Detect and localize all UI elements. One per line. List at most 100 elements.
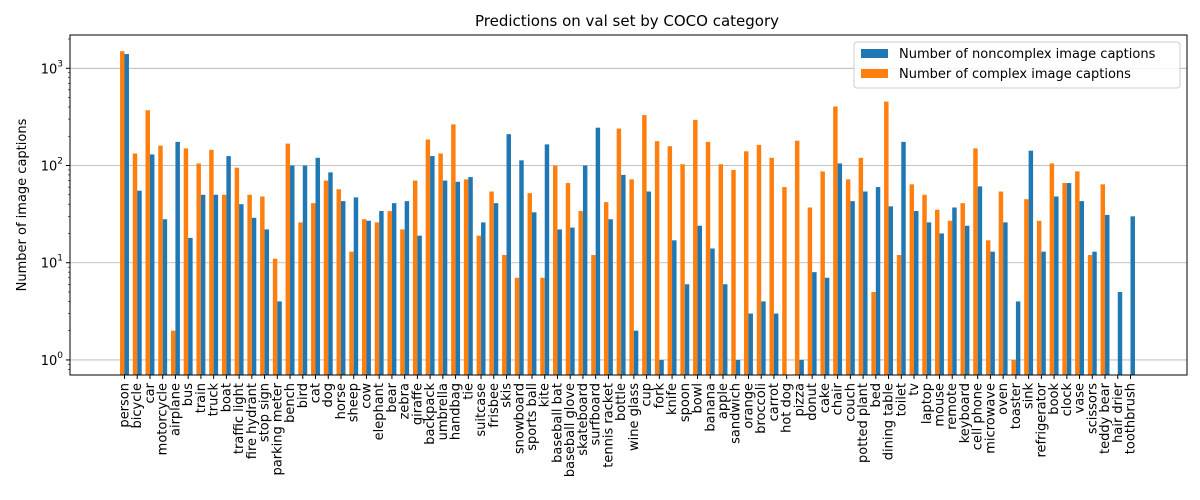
x-tick-label: cat xyxy=(309,383,324,403)
bar-complex xyxy=(705,141,711,375)
bar-complex xyxy=(463,179,469,375)
x-tick-label: hot dog xyxy=(780,383,795,433)
x-tick-label: traffic light xyxy=(232,383,247,454)
bar-noncomplex xyxy=(633,330,639,375)
bar-noncomplex xyxy=(1015,301,1021,375)
bar-noncomplex xyxy=(926,222,932,375)
bar-complex xyxy=(973,148,978,375)
bar-complex xyxy=(935,209,940,375)
bar-noncomplex xyxy=(340,201,346,375)
bar-complex xyxy=(960,203,965,375)
x-tick-label: motorcycle xyxy=(156,383,171,455)
x-tick-label: truck xyxy=(207,383,222,417)
bar-complex xyxy=(769,157,774,375)
x-tick-label: fork xyxy=(652,383,667,409)
bar-noncomplex xyxy=(557,229,562,375)
bar-complex xyxy=(374,222,380,375)
x-tick-label: person xyxy=(118,383,133,428)
x-tick-label: microwave xyxy=(983,383,998,454)
x-tick-label: tennis racket xyxy=(601,383,616,468)
bar-noncomplex xyxy=(684,284,690,375)
bar-noncomplex xyxy=(710,248,715,375)
bar-noncomplex xyxy=(468,177,473,375)
bar-noncomplex xyxy=(952,207,957,375)
bar-complex xyxy=(438,153,443,375)
bar-complex xyxy=(833,106,838,375)
x-tick-label: snowboard xyxy=(512,383,527,454)
bar-complex xyxy=(311,203,316,375)
bar-noncomplex xyxy=(1003,222,1008,375)
x-tick-label: handbag xyxy=(449,383,464,440)
x-tick-label: bus xyxy=(181,383,196,406)
x-tick-label: tie xyxy=(461,383,476,400)
bar-noncomplex xyxy=(850,201,855,375)
x-tick-label: backpack xyxy=(423,383,438,445)
bar-noncomplex xyxy=(1117,291,1123,375)
x-tick-label: surfboard xyxy=(589,383,604,445)
x-tick-label: skis xyxy=(500,383,515,408)
bar-complex xyxy=(553,165,558,375)
y-axis-ticks: 100 101 102 103 xyxy=(41,38,70,370)
bar-complex xyxy=(209,149,214,375)
bar-noncomplex xyxy=(391,203,397,375)
bar-noncomplex xyxy=(239,204,244,375)
bar-noncomplex xyxy=(264,229,270,375)
x-tick-label: oven xyxy=(996,383,1011,415)
y-tick-label: 103 xyxy=(41,59,63,77)
bar-complex xyxy=(1062,183,1067,375)
x-tick-label: bottle xyxy=(614,383,629,421)
legend-label: Number of complex image captions xyxy=(899,67,1131,82)
bar-noncomplex xyxy=(442,180,448,375)
x-tick-label: bear xyxy=(385,382,400,412)
bar-complex xyxy=(1036,220,1042,375)
bar-noncomplex xyxy=(379,211,384,375)
bar-noncomplex xyxy=(1130,216,1135,375)
bar-complex xyxy=(527,193,532,375)
bar-noncomplex xyxy=(977,186,983,375)
bar-noncomplex xyxy=(188,237,193,375)
bar-noncomplex xyxy=(328,172,333,375)
x-tick-label: baseball bat xyxy=(550,383,565,463)
bar-noncomplex xyxy=(544,144,550,375)
x-tick-label: vase xyxy=(1073,383,1088,413)
bar-complex xyxy=(1100,184,1106,375)
bar-complex xyxy=(170,330,176,375)
bar-complex xyxy=(731,169,736,375)
bar-complex xyxy=(654,141,660,375)
bar-complex xyxy=(896,255,902,375)
bar-noncomplex xyxy=(723,284,728,375)
bar-noncomplex xyxy=(277,301,282,375)
bar-complex xyxy=(947,220,953,375)
y-axis-label: Number of image captions xyxy=(15,118,30,291)
x-tick-label: mouse xyxy=(932,383,947,427)
plot-frame xyxy=(69,34,1188,376)
x-tick-label: donut xyxy=(805,383,820,421)
bar-complex xyxy=(565,183,571,375)
legend: Number of noncomplex image captions Numbe… xyxy=(853,41,1181,89)
bar-noncomplex xyxy=(162,219,168,375)
bar-complex xyxy=(591,255,596,375)
bar-complex xyxy=(234,167,240,375)
x-tick-label: bowl xyxy=(691,383,706,413)
bar-complex xyxy=(349,251,354,375)
bar-noncomplex xyxy=(799,359,804,375)
bar-complex xyxy=(260,196,265,375)
bar-complex xyxy=(272,258,278,375)
bar-complex xyxy=(1049,163,1055,375)
bar-complex xyxy=(298,222,303,375)
x-tick-label: train xyxy=(194,383,209,413)
bar-complex xyxy=(807,207,813,375)
bar-complex xyxy=(196,163,201,375)
x-tick-label: cow xyxy=(359,383,374,409)
bar-noncomplex xyxy=(863,191,868,375)
bar-complex xyxy=(145,110,150,375)
bar-noncomplex xyxy=(481,222,486,375)
bar-complex xyxy=(221,194,227,375)
legend-box xyxy=(853,41,1181,89)
bar-complex xyxy=(909,184,915,375)
bar-noncomplex xyxy=(812,272,817,375)
bar-complex xyxy=(998,191,1004,375)
bar-complex xyxy=(285,143,291,375)
bar-complex xyxy=(120,51,125,376)
x-tick-label: carrot xyxy=(767,383,782,421)
